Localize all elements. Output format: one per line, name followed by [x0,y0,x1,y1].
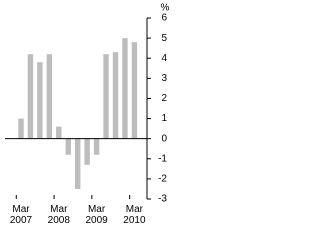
bar [112,52,119,139]
x-tick-label: Mar 2007 [10,204,33,226]
bar [131,42,138,139]
y-tick-label: 2 [161,93,167,104]
y-tick-label: 5 [161,33,167,44]
unit-label: % [161,3,170,14]
x-tick-label: Mar 2008 [48,204,71,226]
y-tick-label: 3 [161,73,167,84]
y-tick-label: 6 [161,13,167,24]
bar [75,138,81,189]
bar [122,38,128,139]
bar [37,62,43,139]
x-tick-label: Mar 2009 [85,204,108,226]
bar [18,118,24,139]
chart: % Mar 2007 Mar 2008 Mar 2009 Mar 2010 -3 -2 -1 0 1 2 3… [5,3,170,226]
bar [84,138,90,165]
bar [46,54,53,139]
bar [27,54,34,139]
y-tick-label: 4 [161,53,167,64]
y-tick-label: -1 [158,153,167,164]
bar [65,138,71,155]
x-tick-label: Mar 2010 [123,204,146,226]
y-tick-label: 0 [161,133,167,144]
y-tick-label: 1 [161,113,167,124]
y-tick-label: -2 [158,174,167,185]
bar [93,138,100,155]
y-tick-label: -3 [158,194,167,205]
bar [103,54,109,139]
bar [56,126,62,139]
